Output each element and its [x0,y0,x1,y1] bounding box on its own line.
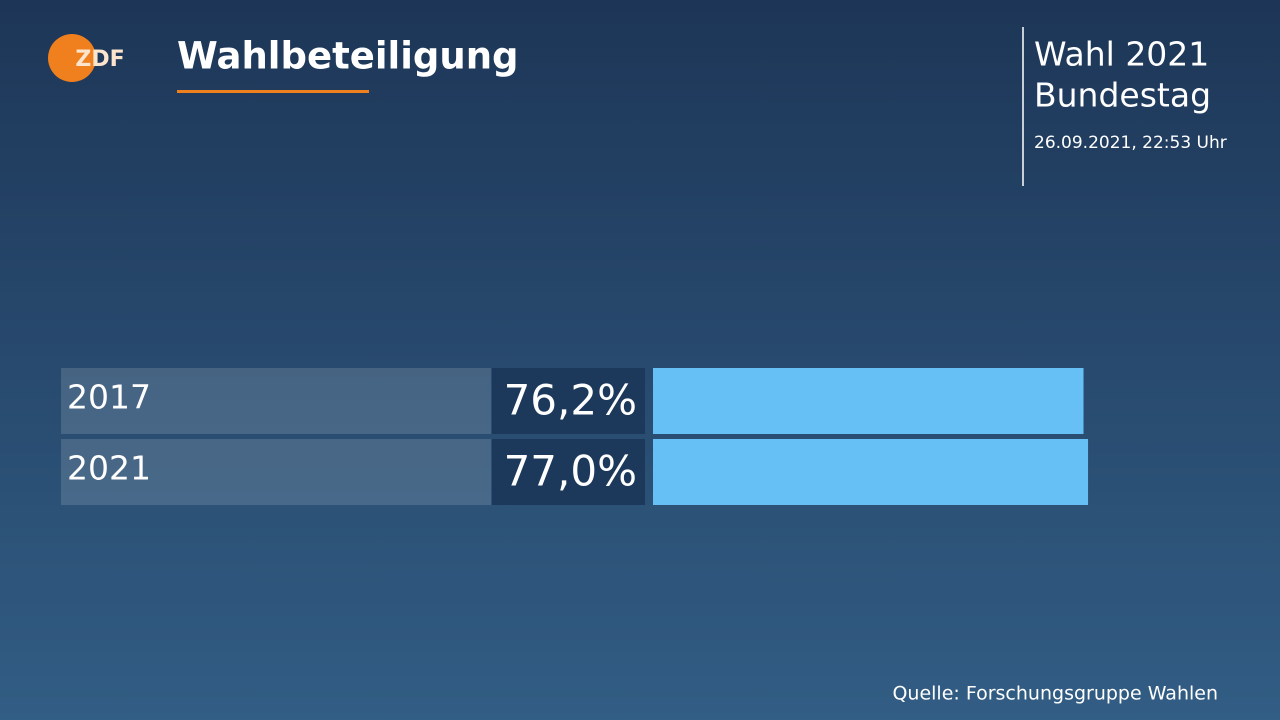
chart-title: Wahlbeteiligung [177,35,519,78]
value-box [492,368,645,434]
logo-text: ZDF [75,47,124,72]
category-box [61,439,491,505]
title-underline [177,90,369,93]
category-box [61,368,491,434]
header-timestamp: 26.09.2021, 22:53 Uhr [1034,133,1227,153]
category-label: 2017 [67,378,151,417]
logo-circle [48,34,96,82]
category-label: 2021 [67,449,151,488]
value-label: 76,2% [504,376,637,425]
value-label: 77,0% [504,447,637,496]
header-label: Wahl 2021 [1034,35,1209,74]
header-election: Bundestag [1034,76,1211,115]
value-box [492,439,645,505]
source: Quelle: Forschungsgruppe Wahlen [892,683,1218,705]
logo: ZDF [48,34,125,82]
bar [653,439,1089,505]
bar [653,368,1084,434]
